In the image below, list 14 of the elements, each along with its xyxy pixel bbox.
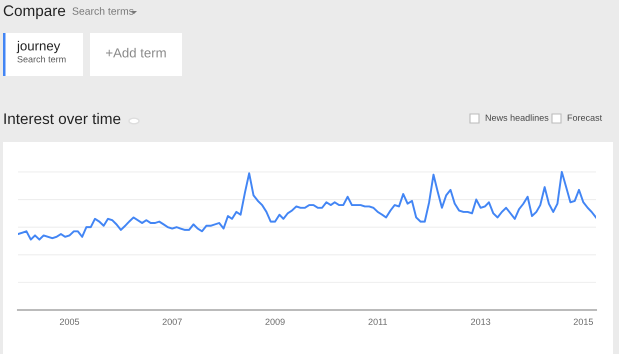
text: News headlines bbox=[486, 114, 548, 121]
x-tick-label: 2015 bbox=[574, 318, 593, 325]
text: +Add term bbox=[106, 48, 166, 58]
text: Compare bbox=[4, 5, 66, 20]
x-tick-label: 2005 bbox=[60, 318, 80, 325]
x-tick-label: 2009 bbox=[265, 318, 285, 325]
chart-title: Interest over time bbox=[4, 112, 120, 124]
x-tick-label: 2013 bbox=[471, 318, 490, 325]
text: Forecast bbox=[568, 114, 602, 121]
text: journey bbox=[16, 40, 60, 54]
text: Search term bbox=[17, 56, 66, 62]
text: Search terms bbox=[72, 7, 134, 15]
x-tick-label: 2011 bbox=[368, 318, 388, 325]
x-tick-label: 2007 bbox=[162, 318, 182, 325]
